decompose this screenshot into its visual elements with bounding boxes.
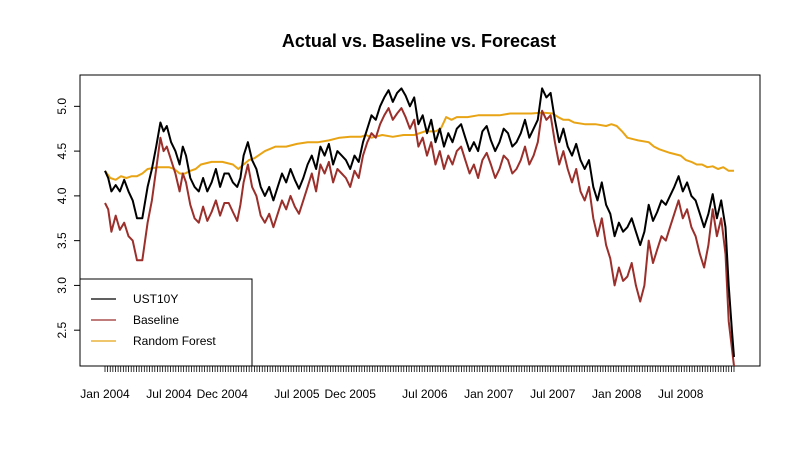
y-tick-label: 4.0 [55,187,69,204]
x-tick-label: Jul 2004 [146,387,192,401]
legend-label: UST10Y [133,292,178,306]
y-tick-label: 3.0 [55,277,69,294]
y-axis: 2.5 3.0 3.5 4.0 4.5 5.0 [55,98,80,339]
series-layer [104,87,735,367]
x-tick-label: Dec 2004 [197,387,249,401]
x-tick-label: Dec 2005 [325,387,377,401]
legend-label: Baseline [133,313,179,327]
legend: UST10Y Baseline Random Forest [79,278,253,367]
x-tick-label: Jul 2008 [658,387,704,401]
x-tick-label: Jan 2004 [80,387,130,401]
y-tick-label: 2.5 [55,322,69,339]
x-tick-label: Jan 2008 [592,387,642,401]
chart-title: Actual vs. Baseline vs. Forecast [282,31,556,51]
plot-frame [79,74,761,367]
x-tick-label: Jul 2005 [274,387,320,401]
x-tick-label: Jan 2007 [464,387,514,401]
x-tick-label: Jul 2007 [530,387,576,401]
series-line-baseline [104,107,735,367]
y-tick-label: 4.5 [55,142,69,159]
y-tick-label: 5.0 [55,98,69,115]
y-tick-label: 3.5 [55,232,69,249]
x-tick-label: Jul 2006 [402,387,448,401]
series-line-random-forest [104,111,734,181]
series-line-ust10y [104,87,735,358]
legend-label: Random Forest [133,334,216,348]
legend-box [79,278,253,367]
x-axis: Jan 2004 Jul 2004 Dec 2004 Jul 2005 Dec 2005… [80,366,735,401]
